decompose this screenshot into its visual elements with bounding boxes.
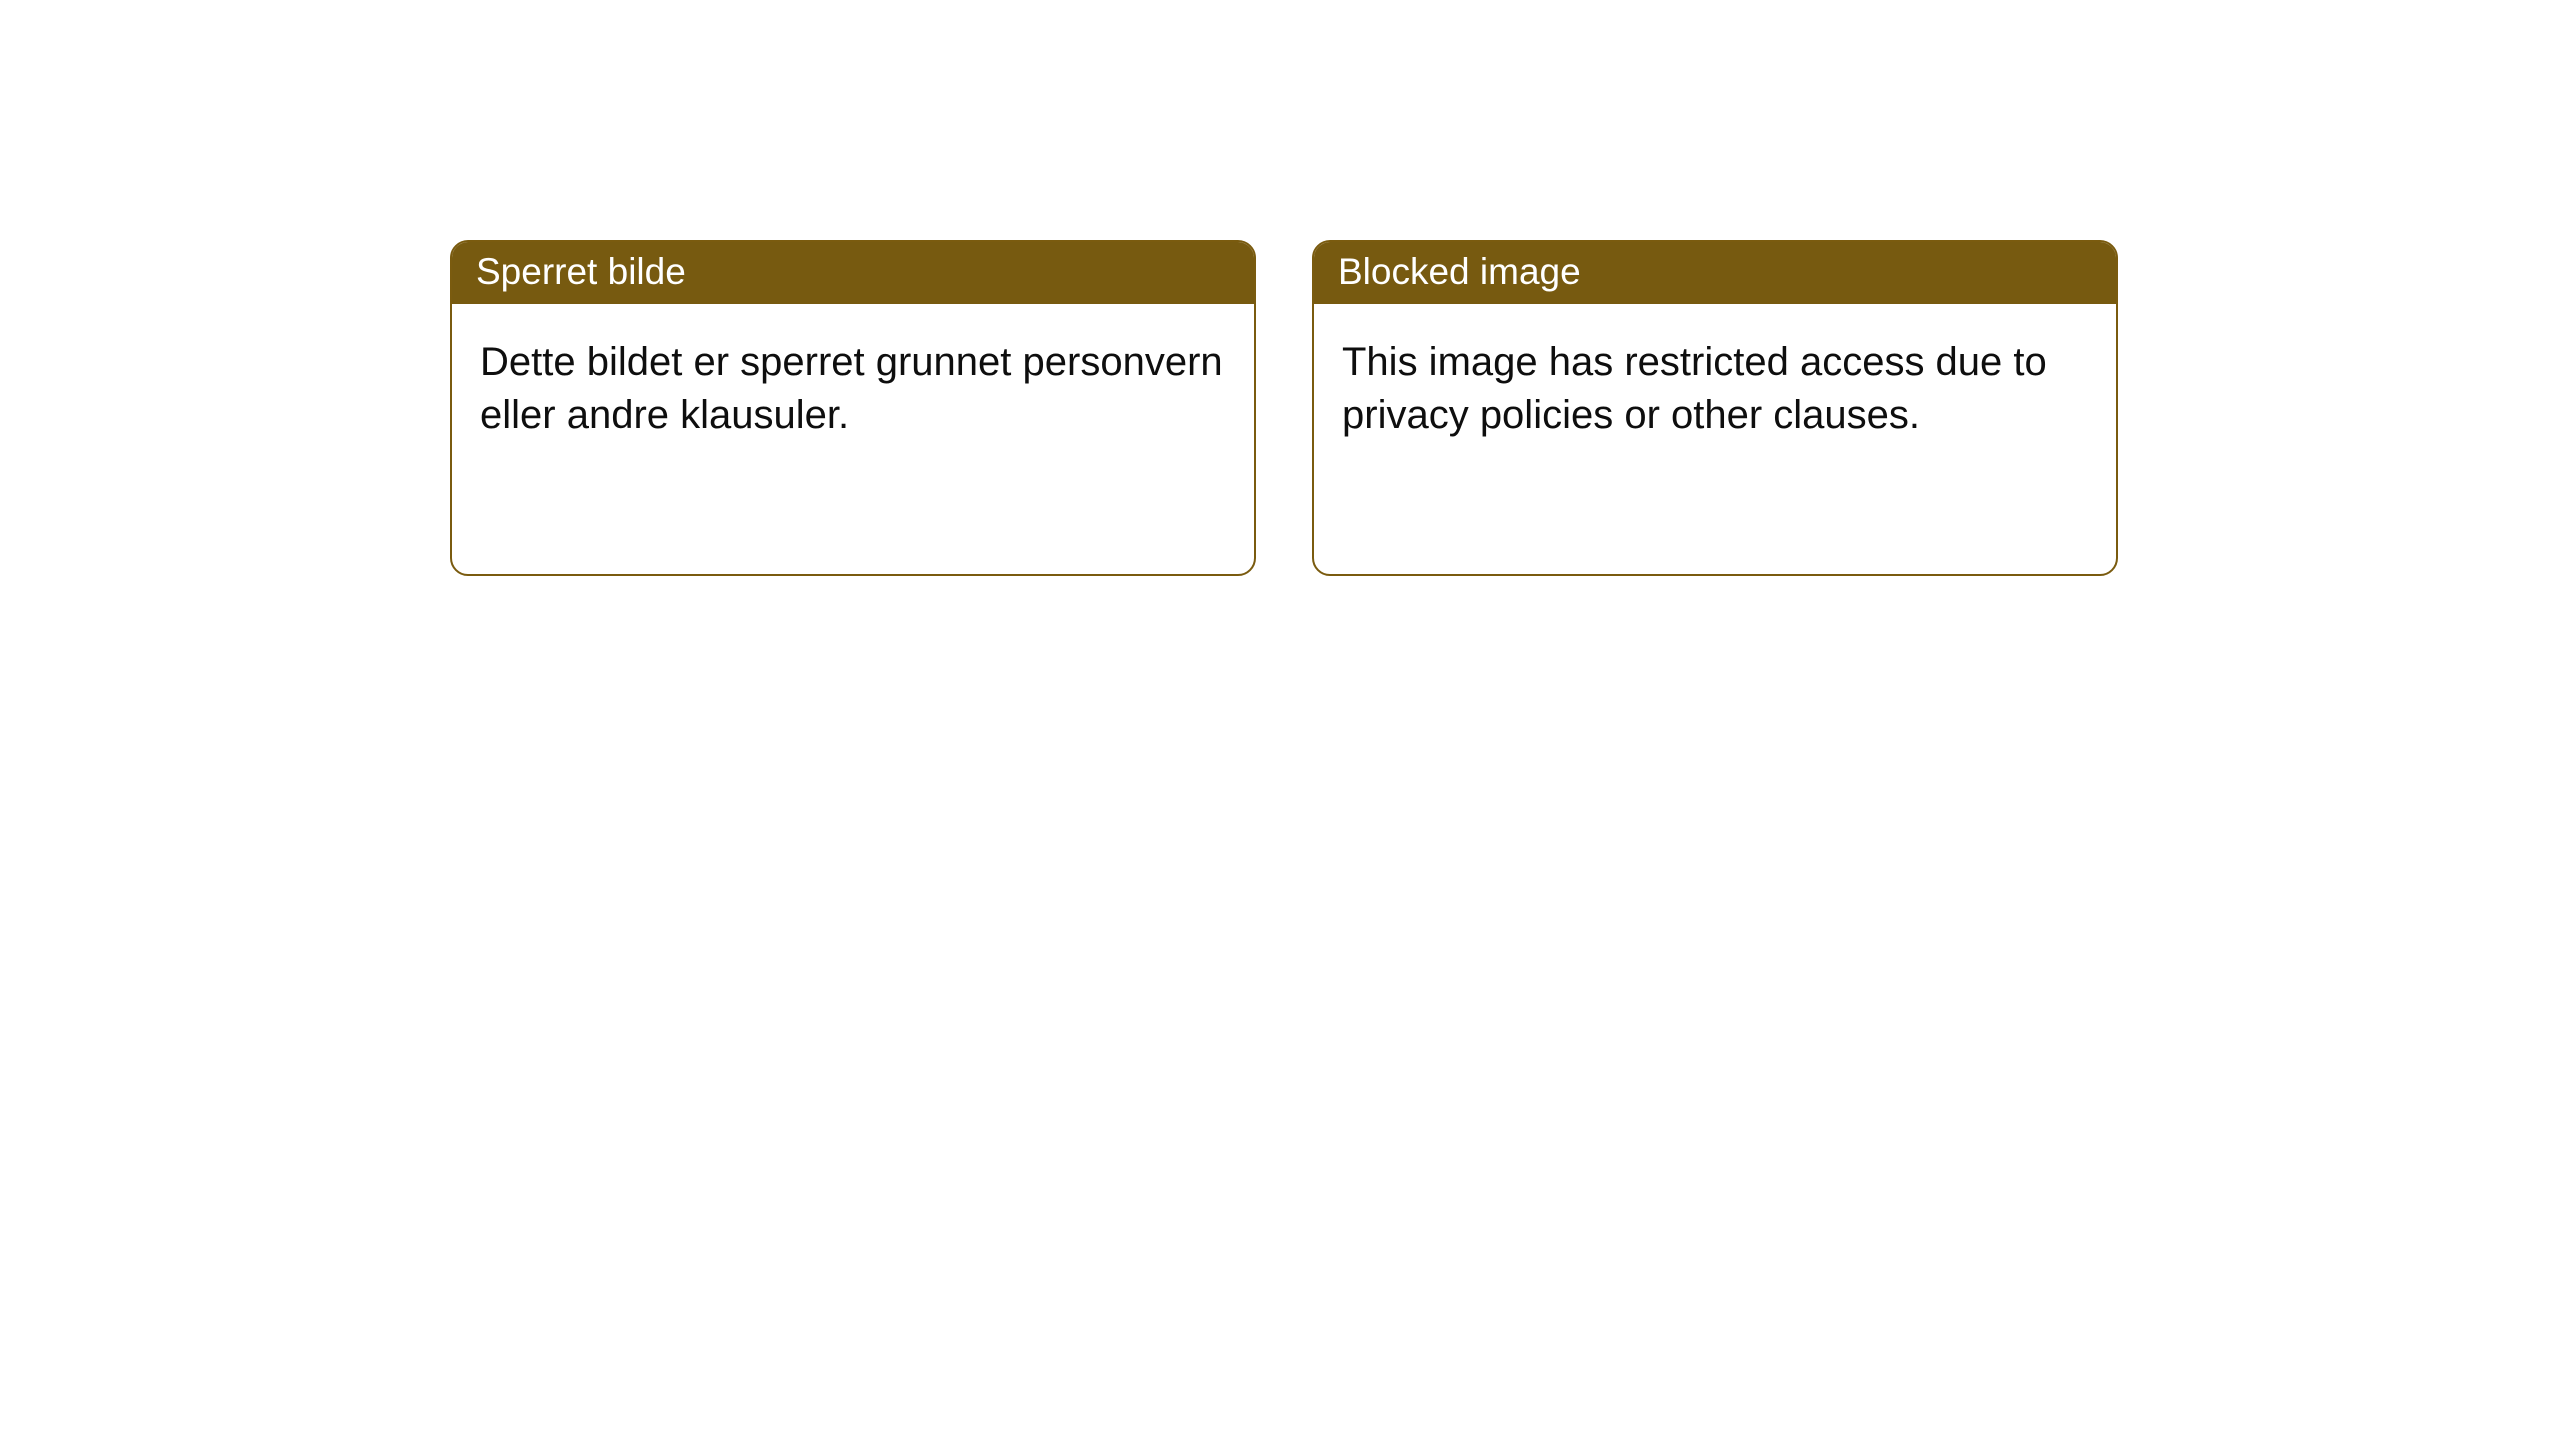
notice-row: Sperret bilde Dette bildet er sperret gr… bbox=[450, 240, 2560, 576]
notice-title-en: Blocked image bbox=[1314, 242, 2116, 304]
notice-card-no: Sperret bilde Dette bildet er sperret gr… bbox=[450, 240, 1256, 576]
notice-body-no: Dette bildet er sperret grunnet personve… bbox=[452, 304, 1254, 442]
notice-body-en: This image has restricted access due to … bbox=[1314, 304, 2116, 442]
notice-card-en: Blocked image This image has restricted … bbox=[1312, 240, 2118, 576]
notice-title-no: Sperret bilde bbox=[452, 242, 1254, 304]
